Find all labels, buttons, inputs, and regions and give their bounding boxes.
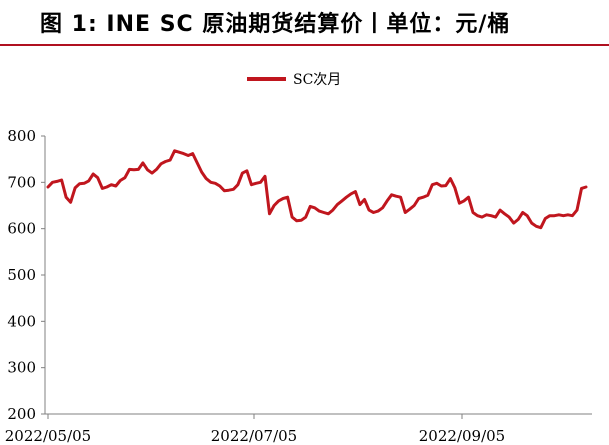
- y-tick-label: 300: [7, 359, 36, 377]
- y-tick-label: 400: [7, 312, 36, 330]
- y-tick-label: 700: [7, 173, 36, 191]
- y-tick-label: 500: [7, 266, 36, 284]
- y-axis: 200 300 400 500 600 700 800: [7, 127, 46, 423]
- legend: SC次月: [247, 72, 341, 88]
- chart-title: 图 1: INE SC 原油期货结算价丨单位：元/桶: [40, 12, 511, 37]
- title-divider: [0, 44, 609, 46]
- legend-label: SC次月: [293, 72, 341, 88]
- y-tick-label: 800: [7, 127, 36, 145]
- x-tick-label: 2022/05/05: [5, 427, 91, 445]
- series-layer: [46, 149, 588, 230]
- y-tick-label: 600: [7, 220, 36, 238]
- x-tick-label: 2022/07/05: [211, 427, 297, 445]
- x-axis: 2022/05/05 2022/07/05 2022/09/05: [5, 413, 592, 445]
- x-tick-label: 2022/09/05: [419, 427, 505, 445]
- series-line-sc: [46, 149, 588, 230]
- y-tick-label: 200: [7, 405, 36, 423]
